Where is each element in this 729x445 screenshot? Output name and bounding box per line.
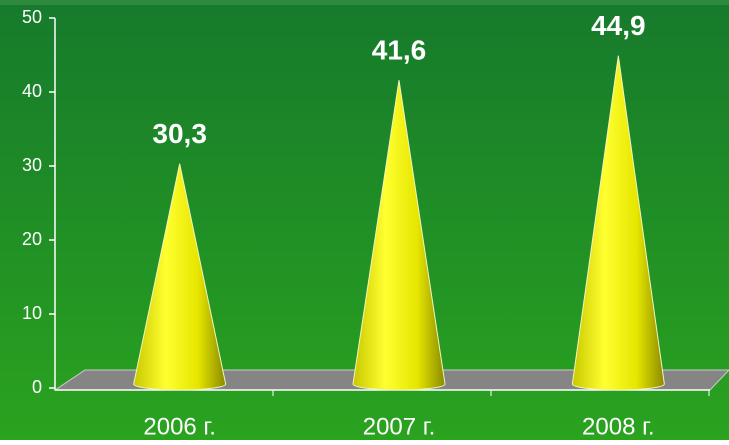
cone xyxy=(571,55,665,391)
y-tick-label: 20 xyxy=(22,229,42,249)
top-bar xyxy=(0,0,729,5)
cone xyxy=(133,163,227,391)
x-tick-label: 2007 г. xyxy=(363,413,436,440)
y-tick-label: 0 xyxy=(32,377,42,397)
value-label: 41,6 xyxy=(372,35,427,66)
value-label: 30,3 xyxy=(152,118,207,149)
x-tick-label: 2008 г. xyxy=(582,413,655,440)
y-tick-label: 40 xyxy=(22,81,42,101)
value-label: 44,9 xyxy=(591,10,646,41)
cone xyxy=(352,80,446,391)
y-tick-label: 10 xyxy=(22,303,42,323)
y-tick-label: 50 xyxy=(22,7,42,27)
y-tick-label: 30 xyxy=(22,155,42,175)
x-tick-label: 2006 г. xyxy=(143,413,216,440)
